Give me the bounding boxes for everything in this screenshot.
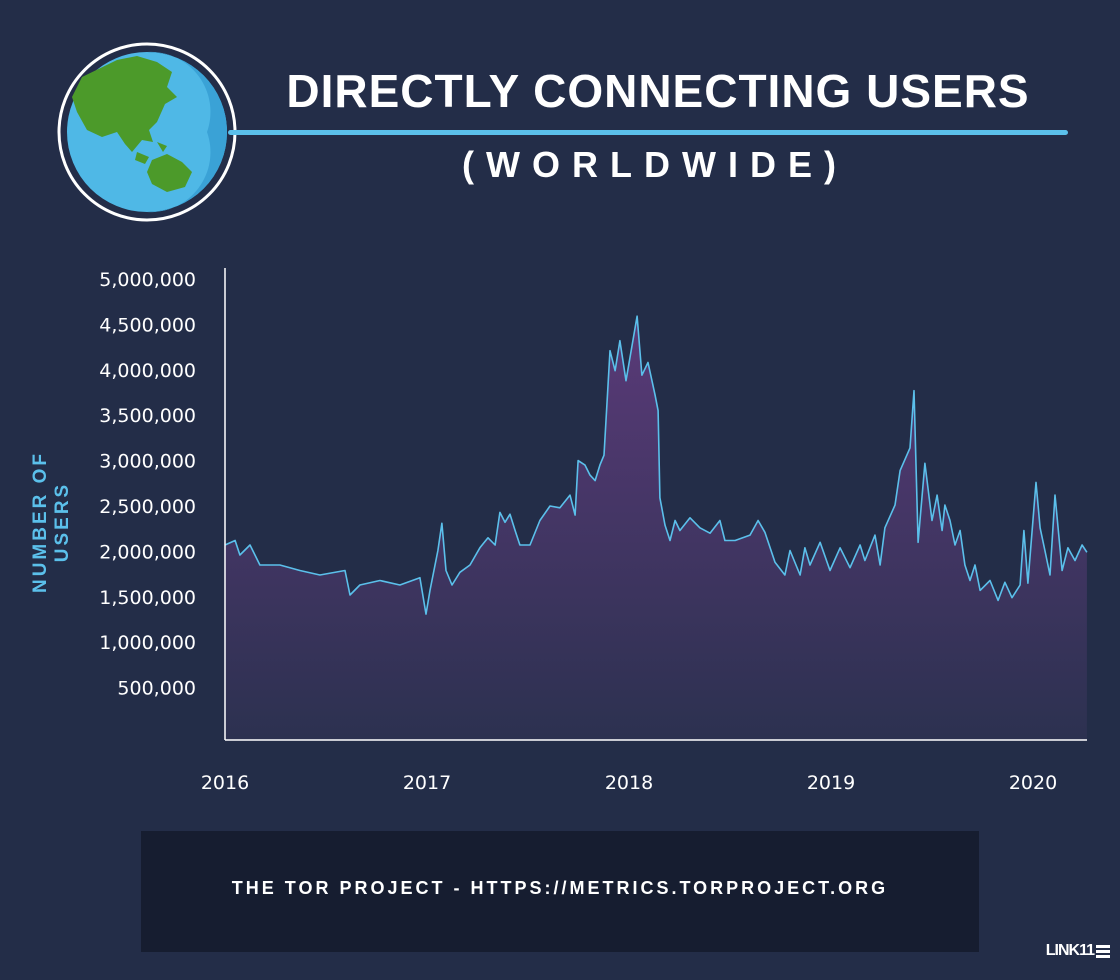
- y-tick-label: 500,000: [117, 678, 196, 700]
- x-tick-label: 2018: [605, 772, 653, 794]
- source-text: THE TOR PROJECT - HTTPS://METRICS.TORPRO…: [231, 878, 889, 898]
- globe-icon: [57, 42, 237, 222]
- source-box: THE TOR PROJECT - HTTPS://METRICS.TORPRO…: [141, 831, 979, 952]
- link11-logo: LINK11: [1046, 942, 1110, 960]
- y-tick-label: 2,500,000: [99, 496, 196, 518]
- area-fill: [225, 316, 1087, 740]
- x-tick-label: 2020: [1009, 772, 1057, 794]
- y-tick-label: 5,000,000: [99, 269, 196, 291]
- x-tick-label: 2019: [807, 772, 855, 794]
- y-tick-label: 1,500,000: [99, 587, 196, 609]
- y-tick-label: 4,500,000: [99, 314, 196, 336]
- series-line: [224, 315, 1088, 615]
- y-tick-label: 3,000,000: [99, 451, 196, 473]
- y-tick-label: 4,000,000: [99, 360, 196, 382]
- y-tick-label: 3,500,000: [99, 405, 196, 427]
- logo-bars-icon: [1096, 944, 1110, 958]
- x-tick-label: 2016: [201, 772, 249, 794]
- x-tick-label: 2017: [403, 772, 451, 794]
- page-title: DIRECTLY CONNECTING USERS: [286, 65, 1030, 117]
- logo-text: LINK11: [1045, 942, 1095, 959]
- y-tick-label: 2,000,000: [99, 541, 196, 563]
- title-underline: [228, 130, 1068, 135]
- y-tick-label: 1,000,000: [99, 632, 196, 654]
- page-subtitle: (WORLDWIDE): [462, 144, 848, 185]
